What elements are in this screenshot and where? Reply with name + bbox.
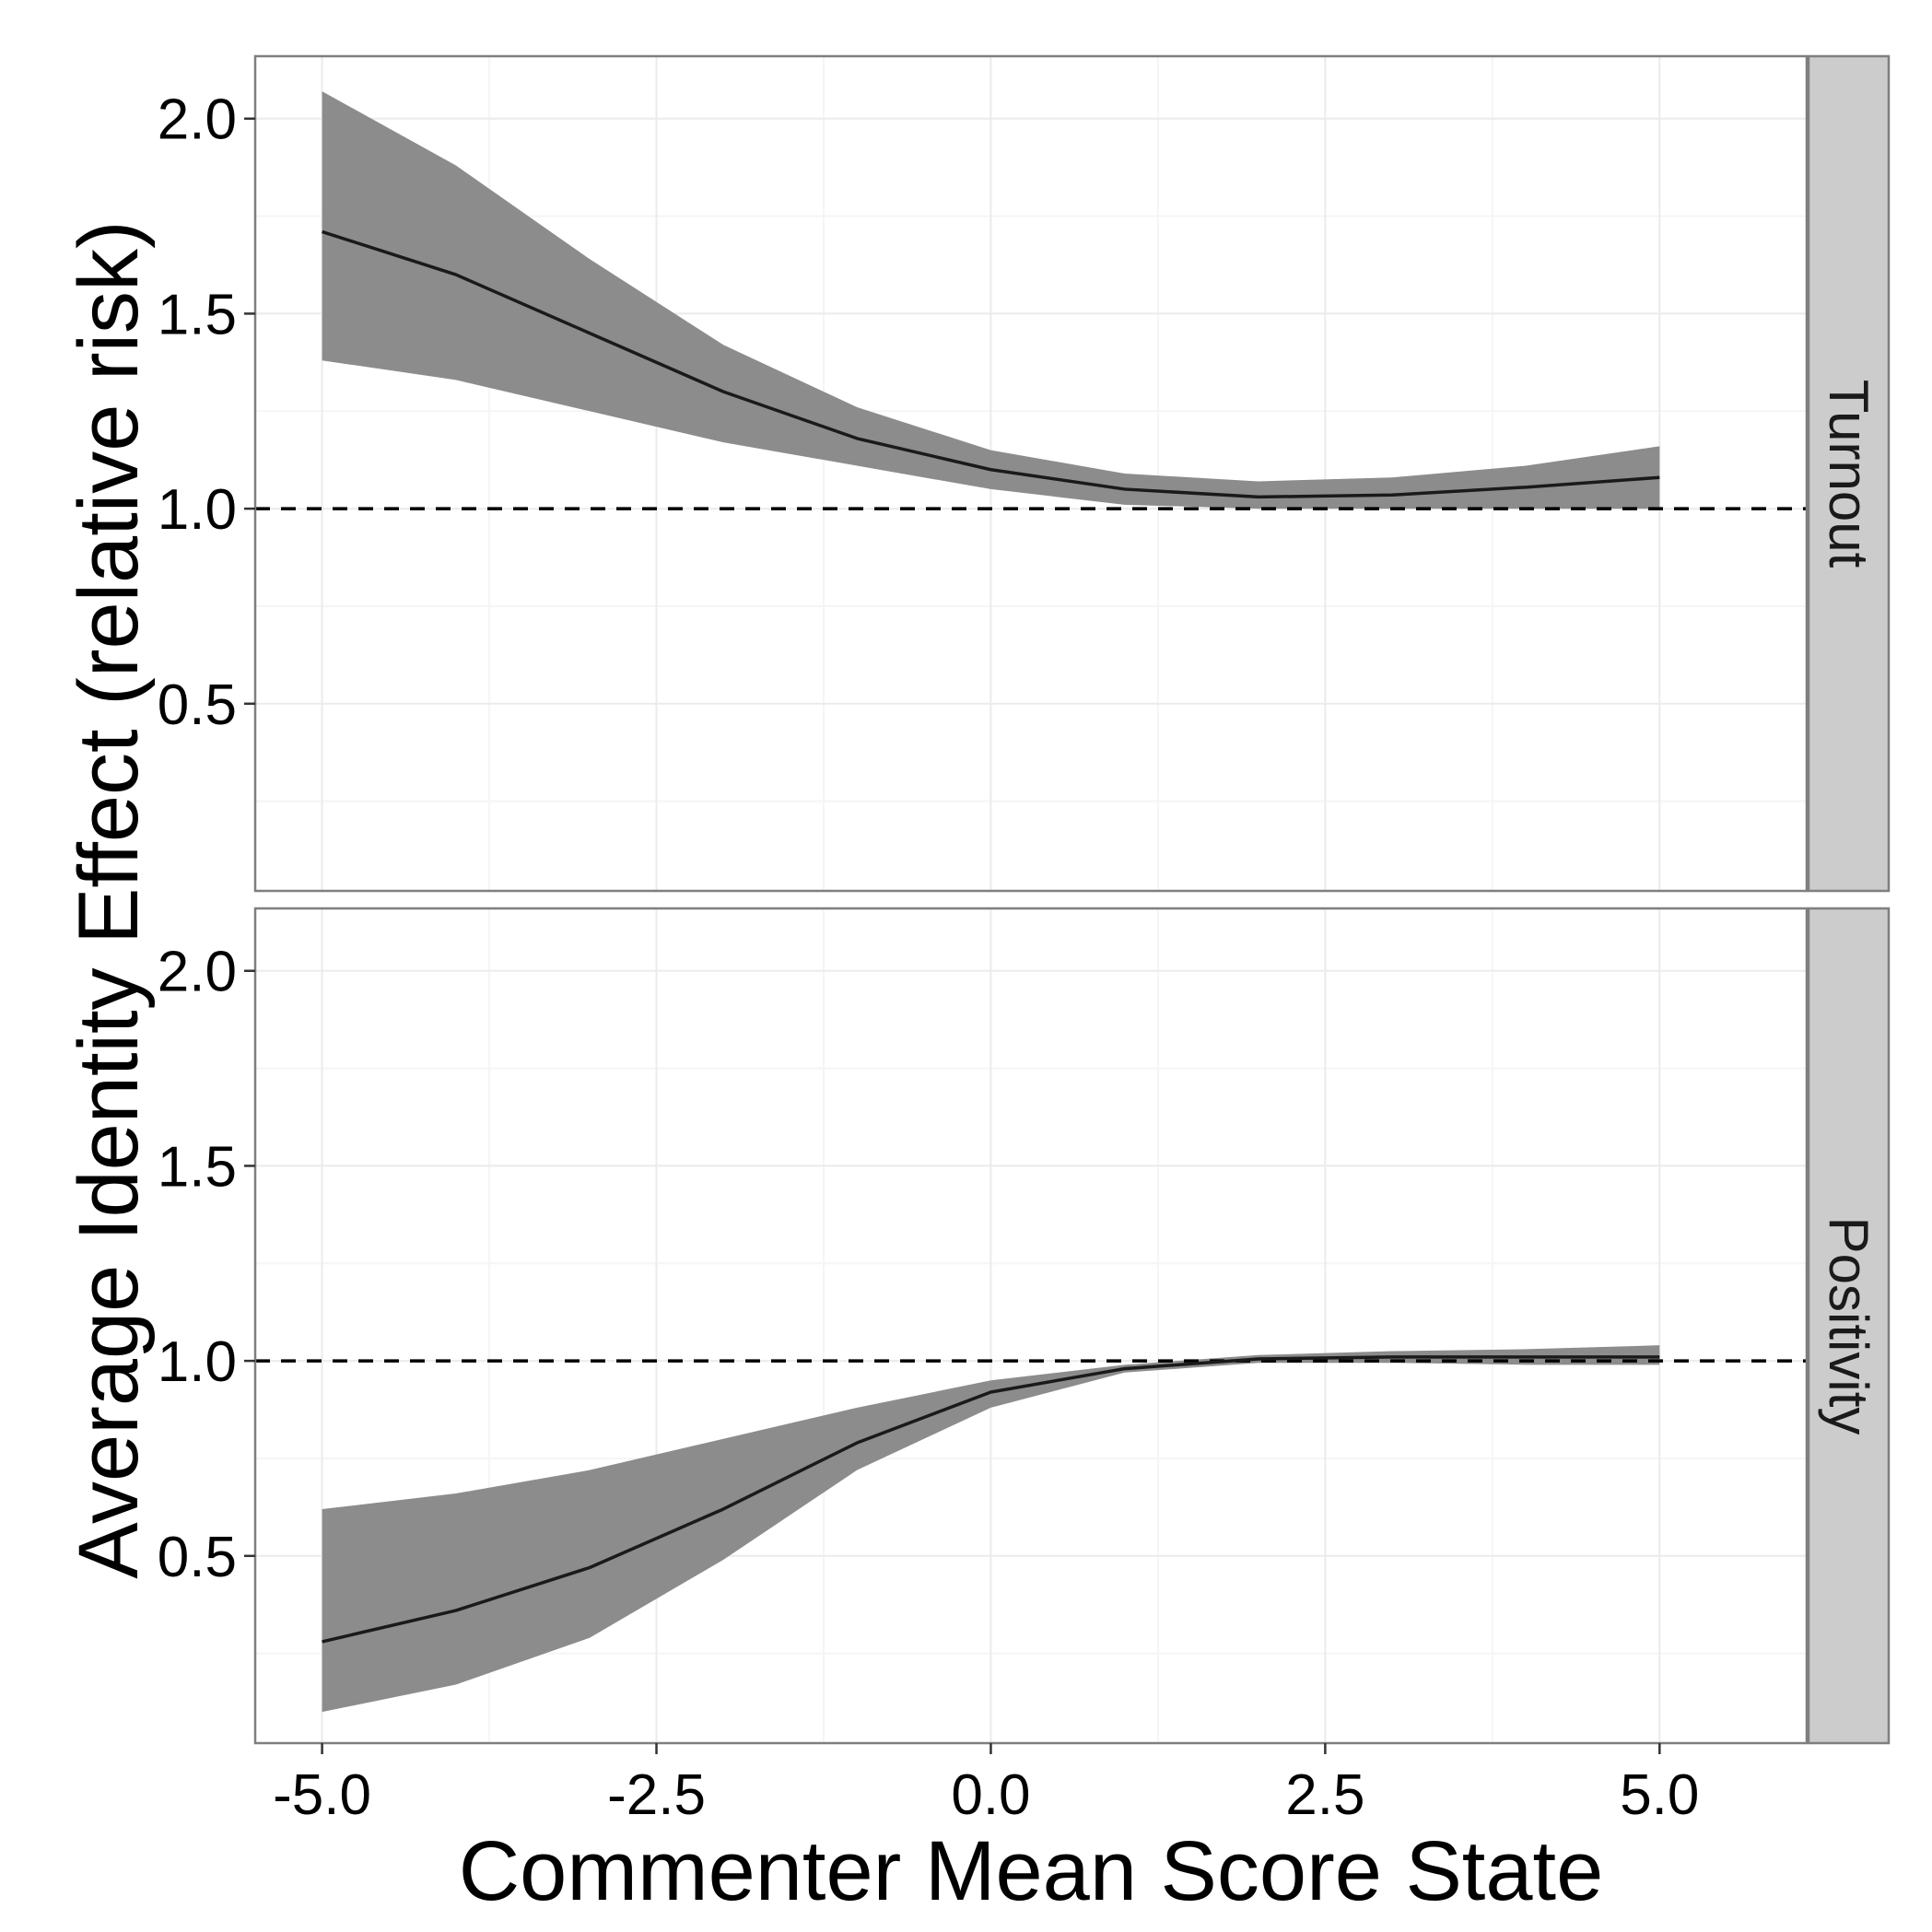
x-tick-label: -5.0	[273, 1763, 371, 1827]
panels: 0.5 1.0 1.5 2.0 Turnout 0.5 1.0 1.5 2.0 Positivit…	[158, 54, 1891, 1827]
facet-strip-label: Positivity	[1818, 1217, 1879, 1435]
estimate-line	[322, 229, 1660, 499]
y-tick-label: 2.0	[158, 88, 237, 152]
y-tick-label: 0.5	[158, 673, 237, 737]
panel-frame	[253, 907, 1809, 1745]
confidence-band	[322, 91, 1660, 509]
panel-frame	[253, 54, 1809, 893]
x-tick-label: 5.0	[1620, 1763, 1699, 1827]
y-tick-label: 0.5	[158, 1526, 237, 1589]
y-tick-label: 2.0	[158, 941, 237, 1004]
facet-strip	[1807, 54, 1891, 893]
x-tick-label: 2.5	[1285, 1763, 1364, 1827]
panel-turnout: 0.5 1.0 1.5 2.0 Turnout	[158, 54, 1891, 893]
y-tick-label: 1.0	[158, 1330, 237, 1394]
confidence-band	[322, 1345, 1660, 1713]
estimate-line	[322, 1355, 1660, 1644]
y-tick-label: 1.5	[158, 1135, 237, 1199]
y-axis-title: Average Identity Effect (relative risk)	[62, 220, 156, 1578]
y-tick-label: 1.5	[158, 283, 237, 346]
x-tick-label: -2.5	[607, 1763, 706, 1827]
facet-strip	[1807, 907, 1891, 1745]
facet-strip-label: Turnout	[1818, 380, 1879, 568]
x-tick-label: 0.0	[951, 1763, 1030, 1827]
y-tick-label: 1.0	[158, 478, 237, 542]
x-axis-title: Commenter Mean Score State	[459, 1824, 1604, 1918]
panel-positivity: 0.5 1.0 1.5 2.0 Positivity	[158, 907, 1891, 1745]
